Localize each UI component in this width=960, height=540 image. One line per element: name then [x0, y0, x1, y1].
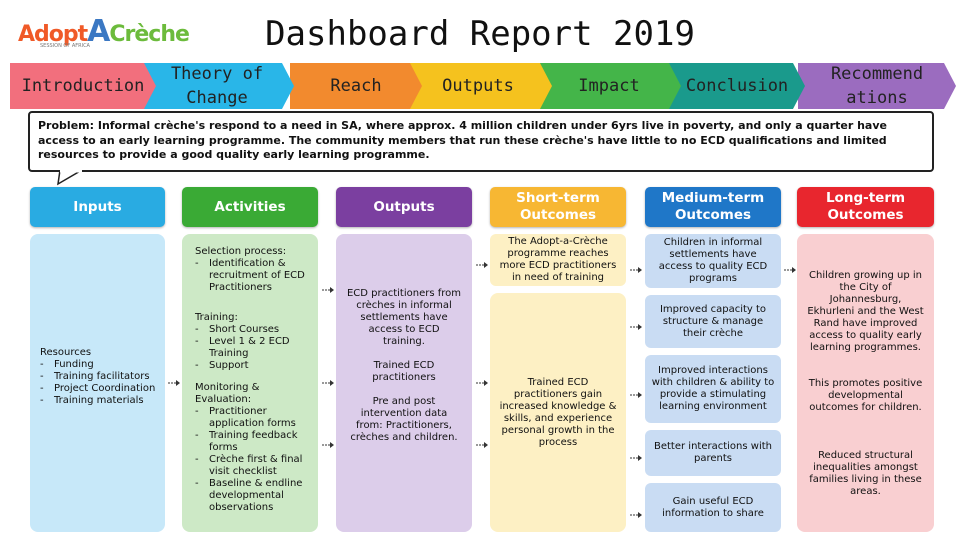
header-inputs: Inputs [30, 187, 165, 227]
output-item: Trained ECD practitioners [372, 360, 436, 383]
section-list: Practitioner application forms Training … [195, 406, 310, 514]
logo-subtitle: SESSION OF AFRICA [40, 43, 90, 49]
tab-6[interactable]: Recommend ations [798, 63, 956, 109]
tab-label: Outputs [442, 76, 514, 96]
activities-section: Monitoring & Evaluation: Practitioner ap… [195, 382, 310, 514]
logo-wordmark: AdoptACrèche [18, 14, 190, 49]
medium-term-outcome: Improved interactions with children & ab… [645, 355, 781, 423]
flow-arrow [476, 262, 488, 268]
tab-5[interactable]: Conclusion [669, 63, 805, 109]
flow-arrow [322, 287, 334, 293]
problem-statement: Problem: Informal crèche's respond to a … [28, 111, 934, 172]
section-title: Monitoring & Evaluation: [195, 382, 260, 405]
tab-1[interactable]: Theory of Change [140, 63, 294, 109]
header-activities: Activities [182, 187, 318, 227]
flow-arrow [476, 380, 488, 386]
activities-body: Selection process: Identification & recr… [182, 234, 318, 532]
flow-arrow [476, 442, 488, 448]
header-medium-term: Medium-term Outcomes [645, 187, 781, 227]
tab-label: Introduction [21, 76, 145, 96]
short-term-outcome: The Adopt-a-Crèche programme reaches mor… [490, 234, 626, 286]
adopt-a-creche-logo: AdoptACrèche SESSION OF AFRICA [10, 10, 190, 54]
tab-4[interactable]: Impact [537, 63, 681, 109]
resources-title: Resources [40, 347, 92, 358]
tab-3[interactable]: Outputs [404, 63, 552, 109]
section-list: Identification & recruitment of ECD Prac… [195, 258, 310, 294]
medium-term-outcome: Gain useful ECD information to share [645, 483, 781, 532]
list-item: Project Coordination [40, 383, 157, 395]
flow-arrow [784, 267, 796, 273]
flow-arrow [168, 380, 180, 386]
header-long-term: Long-term Outcomes [797, 187, 934, 227]
long-term-body: Children growing up in the City of Johan… [797, 234, 934, 532]
tab-0[interactable]: Introduction [10, 63, 156, 109]
section-list: Short Courses Level 1 & 2 ECD Training S… [195, 324, 310, 372]
short-term-outcome: Trained ECD practitioners gain increased… [499, 377, 617, 448]
activities-section: Training: Short Courses Level 1 & 2 ECD … [195, 312, 310, 372]
flow-arrow [322, 442, 334, 448]
callout-tail [57, 170, 84, 186]
header-short-term: Short-term Outcomes [490, 187, 626, 227]
medium-term-outcome: Improved capacity to structure & manage … [645, 295, 781, 348]
long-term-outcome: Reduced structural inequalities amongst … [809, 450, 922, 497]
list-item: Support [195, 360, 310, 372]
list-item: Training materials [40, 395, 157, 407]
header-outputs: Outputs [336, 187, 472, 227]
tab-label: Impact [578, 76, 640, 96]
problem-label: Problem: [38, 119, 95, 132]
list-item: Short Courses [195, 324, 310, 336]
list-item: Training feedback forms [195, 430, 310, 454]
long-term-outcome: Children growing up in the City of Johan… [807, 270, 924, 353]
tab-label: Theory of Change [170, 64, 264, 108]
tab-label: Conclusion [685, 76, 789, 96]
flow-arrow [630, 324, 642, 330]
list-item: Baseline & endline developmental observa… [195, 478, 310, 514]
flow-arrow [630, 392, 642, 398]
list-item: Crèche first & final visit checklist [195, 454, 310, 478]
activities-section: Selection process: Identification & recr… [195, 246, 310, 294]
section-title: Training: [195, 312, 238, 323]
page-title: Dashboard Report 2019 [265, 14, 695, 54]
flow-arrow [630, 267, 642, 273]
list-item: Level 1 & 2 ECD Training [195, 336, 310, 360]
short-term-body: Trained ECD practitioners gain increased… [490, 293, 626, 532]
list-item: Funding [40, 359, 157, 371]
output-item: ECD practitioners from crèches in inform… [346, 288, 462, 347]
tab-label: Reach [330, 76, 382, 96]
tab-label: Recommend ations [830, 64, 924, 108]
long-term-outcome: This promotes positive developmental out… [808, 378, 923, 413]
list-item: Practitioner application forms [195, 406, 310, 430]
output-item: Pre and post intervention data from: Pra… [350, 396, 458, 443]
medium-term-outcome: Children in informal settlements have ac… [645, 234, 781, 288]
flow-arrow [630, 455, 642, 461]
flow-arrow [630, 512, 642, 518]
list-item: Identification & recruitment of ECD Prac… [195, 258, 310, 294]
medium-term-outcome: Better interactions with parents [645, 430, 781, 476]
list-item: Training facilitators [40, 371, 157, 383]
inputs-body: Resources Funding Training facilitators … [30, 234, 165, 532]
outputs-body: ECD practitioners from crèches in inform… [336, 234, 472, 532]
resources-list: Funding Training facilitators Project Co… [40, 359, 157, 407]
tab-2[interactable]: Reach [290, 63, 422, 109]
section-title: Selection process: [195, 246, 287, 257]
flow-arrow [322, 380, 334, 386]
problem-text: Informal crèche's respond to a need in S… [38, 119, 887, 161]
